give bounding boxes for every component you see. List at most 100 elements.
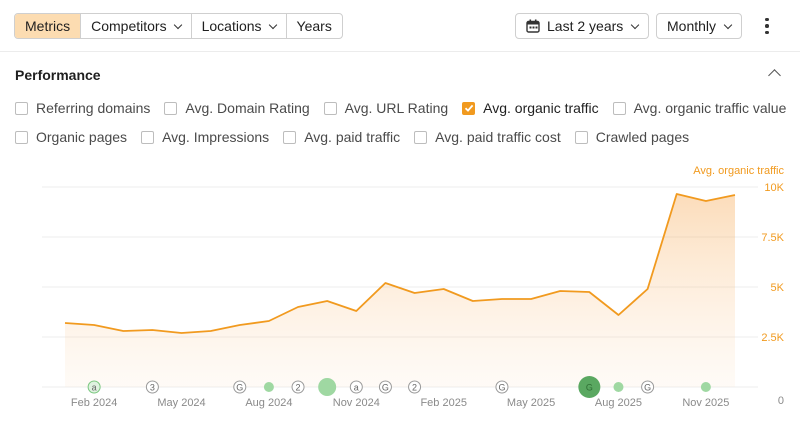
data-point[interactable] <box>586 289 592 295</box>
annotation-marker[interactable] <box>700 382 711 392</box>
annotation-marker[interactable] <box>318 378 337 396</box>
annotation-label: G <box>498 383 505 393</box>
annotation-marker[interactable] <box>578 376 601 398</box>
checkbox[interactable] <box>574 130 588 144</box>
metric-avg-organic-traffic-value[interactable]: Avg. organic traffic value <box>612 100 787 116</box>
data-point[interactable] <box>324 298 330 304</box>
metric-referring-domains[interactable]: Referring domains <box>15 100 150 116</box>
checkmark-icon <box>464 104 473 112</box>
checkbox[interactable] <box>15 130 28 144</box>
metric-label: Avg. Impressions <box>162 129 270 145</box>
metric-avg-impressions[interactable]: Avg. Impressions <box>141 129 269 145</box>
toolbar: Metrics Competitors Locations Years Last… <box>0 0 800 52</box>
annotation-marker[interactable] <box>263 382 274 392</box>
organic-traffic-chart: a 3 G 2 a G 2 G G G 10K 7.5K 5K 2.5K 0 Feb 2024 May 202… <box>42 165 785 409</box>
tab-years[interactable]: Years <box>287 14 342 38</box>
data-point[interactable] <box>441 286 447 292</box>
annotation-label: 3 <box>150 383 155 393</box>
tab-competitors[interactable]: Competitors <box>81 14 192 38</box>
checkbox[interactable] <box>323 101 337 115</box>
data-point[interactable] <box>645 286 651 292</box>
section-title: Performance <box>15 67 101 83</box>
interval-dropdown[interactable]: Monthly <box>656 13 743 39</box>
area-fill <box>65 194 735 387</box>
interval-label: Monthly <box>667 18 717 34</box>
data-point[interactable] <box>149 327 155 333</box>
data-point[interactable] <box>732 192 738 198</box>
checkbox-checked[interactable] <box>462 101 476 115</box>
annotation-label: G <box>644 383 651 393</box>
calendar-icon <box>526 19 540 33</box>
checkbox[interactable] <box>15 101 28 115</box>
metric-label: Referring domains <box>36 100 151 116</box>
checkbox[interactable] <box>414 130 428 144</box>
data-point[interactable] <box>557 288 563 294</box>
data-point[interactable] <box>382 280 388 286</box>
annotation-marker[interactable] <box>495 380 509 394</box>
tab-locations[interactable]: Locations <box>192 14 287 38</box>
y-tick-label: 5K <box>771 282 785 294</box>
metric-avg-paid-traffic[interactable]: Avg. paid traffic <box>283 129 400 145</box>
annotation-marker[interactable] <box>378 380 392 394</box>
data-point[interactable] <box>266 318 272 324</box>
data-point[interactable] <box>353 308 359 314</box>
chevron-down-icon <box>268 20 277 29</box>
y-tick-label: 10K <box>764 182 784 194</box>
data-point[interactable] <box>208 328 214 334</box>
annotation-marker[interactable] <box>233 380 247 394</box>
metrics-row-2: Organic pages Avg. Impressions Avg. paid… <box>15 129 703 145</box>
metric-avg-organic-traffic[interactable]: Avg. organic traffic <box>462 100 599 116</box>
more-options-icon[interactable] <box>760 15 774 37</box>
tab-competitors-label: Competitors <box>91 18 167 34</box>
chevron-up-icon[interactable] <box>768 69 781 82</box>
data-point[interactable] <box>412 290 418 296</box>
data-point[interactable] <box>237 322 243 328</box>
tab-metrics[interactable]: Metrics <box>15 14 82 38</box>
metric-crawled-pages[interactable]: Crawled pages <box>574 129 689 145</box>
metric-organic-pages[interactable]: Organic pages <box>15 129 127 145</box>
annotation-marker[interactable] <box>349 380 363 394</box>
metric-avg-url-rating[interactable]: Avg. URL Rating <box>323 100 448 116</box>
metric-label: Avg. organic traffic value <box>633 100 787 116</box>
annotation-marker[interactable] <box>613 382 624 392</box>
annotation-marker[interactable] <box>87 380 101 394</box>
data-point[interactable] <box>62 320 68 326</box>
data-point[interactable] <box>179 330 185 336</box>
data-point[interactable] <box>615 312 621 318</box>
y-tick-label: 7.5K <box>761 232 784 244</box>
chevron-down-icon <box>723 20 733 29</box>
metric-avg-paid-traffic-cost[interactable]: Avg. paid traffic cost <box>414 129 561 145</box>
metric-label: Avg. organic traffic <box>483 100 599 116</box>
metric-label: Avg. Domain Rating <box>185 100 310 116</box>
series-line <box>64 193 736 334</box>
annotation-label: 2 <box>296 383 301 393</box>
tab-metrics-label: Metrics <box>25 18 71 34</box>
annotation-marker[interactable] <box>291 380 305 394</box>
annotation-marker[interactable] <box>408 380 422 394</box>
checkbox[interactable] <box>164 101 178 115</box>
checkbox[interactable] <box>283 130 297 144</box>
metric-avg-domain-rating[interactable]: Avg. Domain Rating <box>164 100 310 116</box>
data-point[interactable] <box>499 296 505 302</box>
annotation-marker[interactable] <box>145 380 159 394</box>
data-point[interactable] <box>528 296 534 302</box>
tab-years-label: Years <box>296 18 332 34</box>
data-point[interactable] <box>674 191 680 197</box>
data-point[interactable] <box>91 322 97 328</box>
x-tick-label: Feb 2024 <box>71 397 117 409</box>
data-point[interactable] <box>703 198 709 204</box>
data-point[interactable] <box>295 304 301 310</box>
data-point[interactable] <box>470 298 476 304</box>
data-point[interactable] <box>120 328 126 334</box>
x-tick-label: Aug 2024 <box>245 397 292 409</box>
view-tabs: Metrics Competitors Locations Years <box>14 13 343 39</box>
checkbox[interactable] <box>612 101 626 115</box>
date-range-button[interactable]: Last 2 years <box>515 13 650 39</box>
x-tick-label: Nov 2024 <box>333 397 380 409</box>
metric-label: Avg. paid traffic cost <box>435 129 561 145</box>
metric-label: Avg. paid traffic <box>304 129 401 145</box>
checkbox[interactable] <box>141 130 155 144</box>
metrics-row-1: Referring domains Avg. Domain Rating Avg… <box>15 100 800 116</box>
annotation-label: a <box>92 383 97 393</box>
annotation-marker[interactable] <box>641 380 655 394</box>
